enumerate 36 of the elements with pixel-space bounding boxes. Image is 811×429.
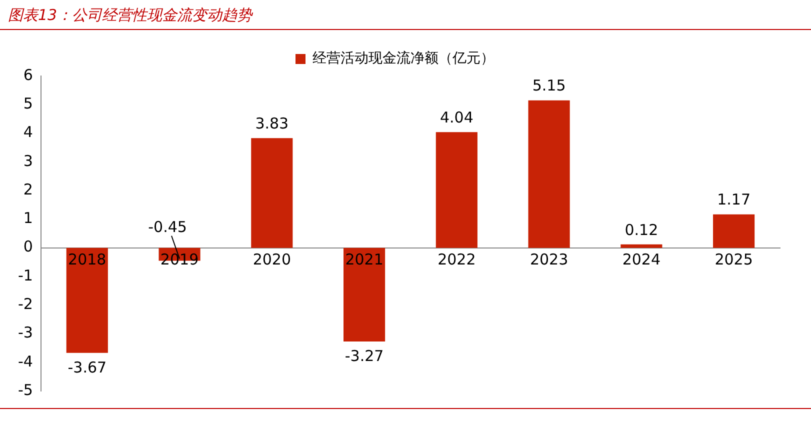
bar [528, 100, 570, 248]
bar [713, 214, 755, 248]
data-label: 4.04 [440, 108, 474, 127]
bar [66, 248, 108, 353]
x-tick-label: 2018 [68, 250, 106, 269]
y-tick-label: 6 [23, 66, 33, 84]
data-label: 5.15 [532, 76, 566, 95]
y-tick-label: 2 [23, 180, 33, 198]
y-tick-label: 3 [23, 152, 33, 170]
bar [251, 138, 293, 248]
data-label: -3.67 [68, 358, 107, 376]
data-label: -0.45 [148, 218, 187, 236]
data-label: -3.27 [344, 346, 384, 365]
y-tick-label: -2 [18, 294, 33, 313]
x-tick-label: 2025 [714, 250, 753, 269]
data-label: 0.12 [624, 220, 658, 239]
y-tick-label: -4 [18, 352, 33, 370]
y-tick-label: -1 [18, 266, 33, 284]
y-tick-label: 5 [23, 94, 33, 113]
y-tick-label: 0 [23, 238, 33, 256]
x-tick-label: 2021 [345, 250, 384, 269]
data-label: 1.17 [717, 190, 751, 209]
x-tick-label: 2023 [530, 250, 568, 269]
bar [620, 244, 662, 248]
x-tick-label: 2024 [622, 250, 661, 269]
y-tick-label: -3 [18, 324, 33, 342]
x-tick-label: 2020 [252, 250, 291, 269]
x-tick-label: 2022 [438, 250, 476, 269]
chart-title: 图表13：公司经营性现金流变动趋势 [0, 0, 811, 30]
y-tick-label: -5 [18, 380, 33, 399]
y-tick-label: 1 [23, 209, 33, 228]
y-tick-label: 4 [23, 123, 33, 142]
legend-label: 经营活动现金流净额（亿元） [312, 50, 494, 67]
bar [436, 132, 478, 248]
bar [344, 248, 386, 342]
data-label: 3.83 [255, 114, 289, 133]
